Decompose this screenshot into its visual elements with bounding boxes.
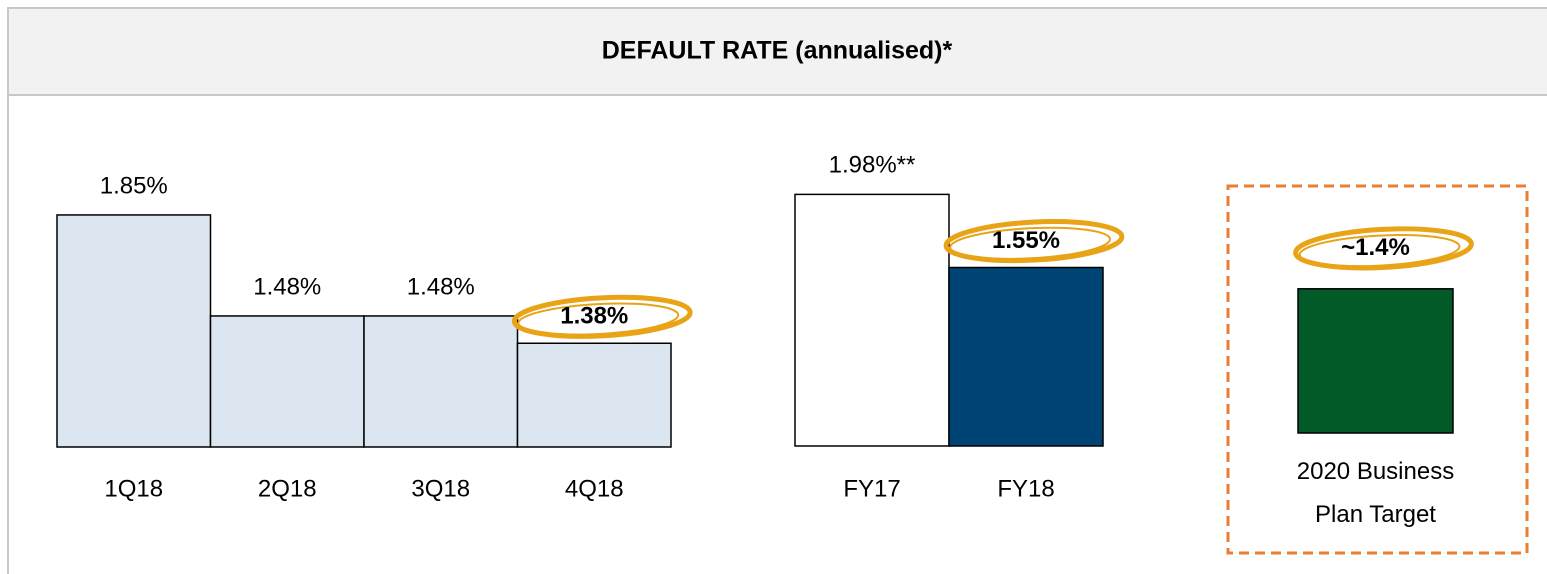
x-tick-label: FY17 bbox=[843, 475, 900, 502]
value-label: 1.38% bbox=[560, 303, 628, 330]
value-label: ~1.4% bbox=[1341, 234, 1410, 261]
value-label: 1.48% bbox=[407, 273, 475, 300]
chart-title: DEFAULT RATE (annualised)* bbox=[602, 37, 953, 65]
bar bbox=[211, 316, 365, 447]
bar bbox=[364, 316, 518, 447]
x-tick-label: 3Q18 bbox=[411, 475, 470, 502]
value-label: 1.48% bbox=[253, 273, 321, 300]
bar bbox=[795, 194, 949, 446]
x-tick-label: 1Q18 bbox=[104, 475, 163, 502]
bar bbox=[57, 215, 211, 447]
value-label: 1.98%** bbox=[829, 152, 916, 179]
x-tick-label: 4Q18 bbox=[565, 475, 624, 502]
bar bbox=[518, 343, 672, 447]
x-tick-label-box: 2020 Business Plan Target bbox=[1276, 450, 1476, 542]
value-label: 1.55% bbox=[992, 227, 1060, 254]
x-tick-label: 2020 Business Plan Target bbox=[1276, 450, 1476, 536]
x-tick-label: FY18 bbox=[997, 475, 1054, 502]
bar bbox=[949, 268, 1103, 447]
chart: DEFAULT RATE (annualised)* 1.85% 1Q18 1.48… bbox=[0, 0, 1547, 574]
x-tick-label: 2Q18 bbox=[258, 475, 317, 502]
value-label: 1.85% bbox=[100, 172, 168, 199]
bar bbox=[1298, 289, 1453, 433]
